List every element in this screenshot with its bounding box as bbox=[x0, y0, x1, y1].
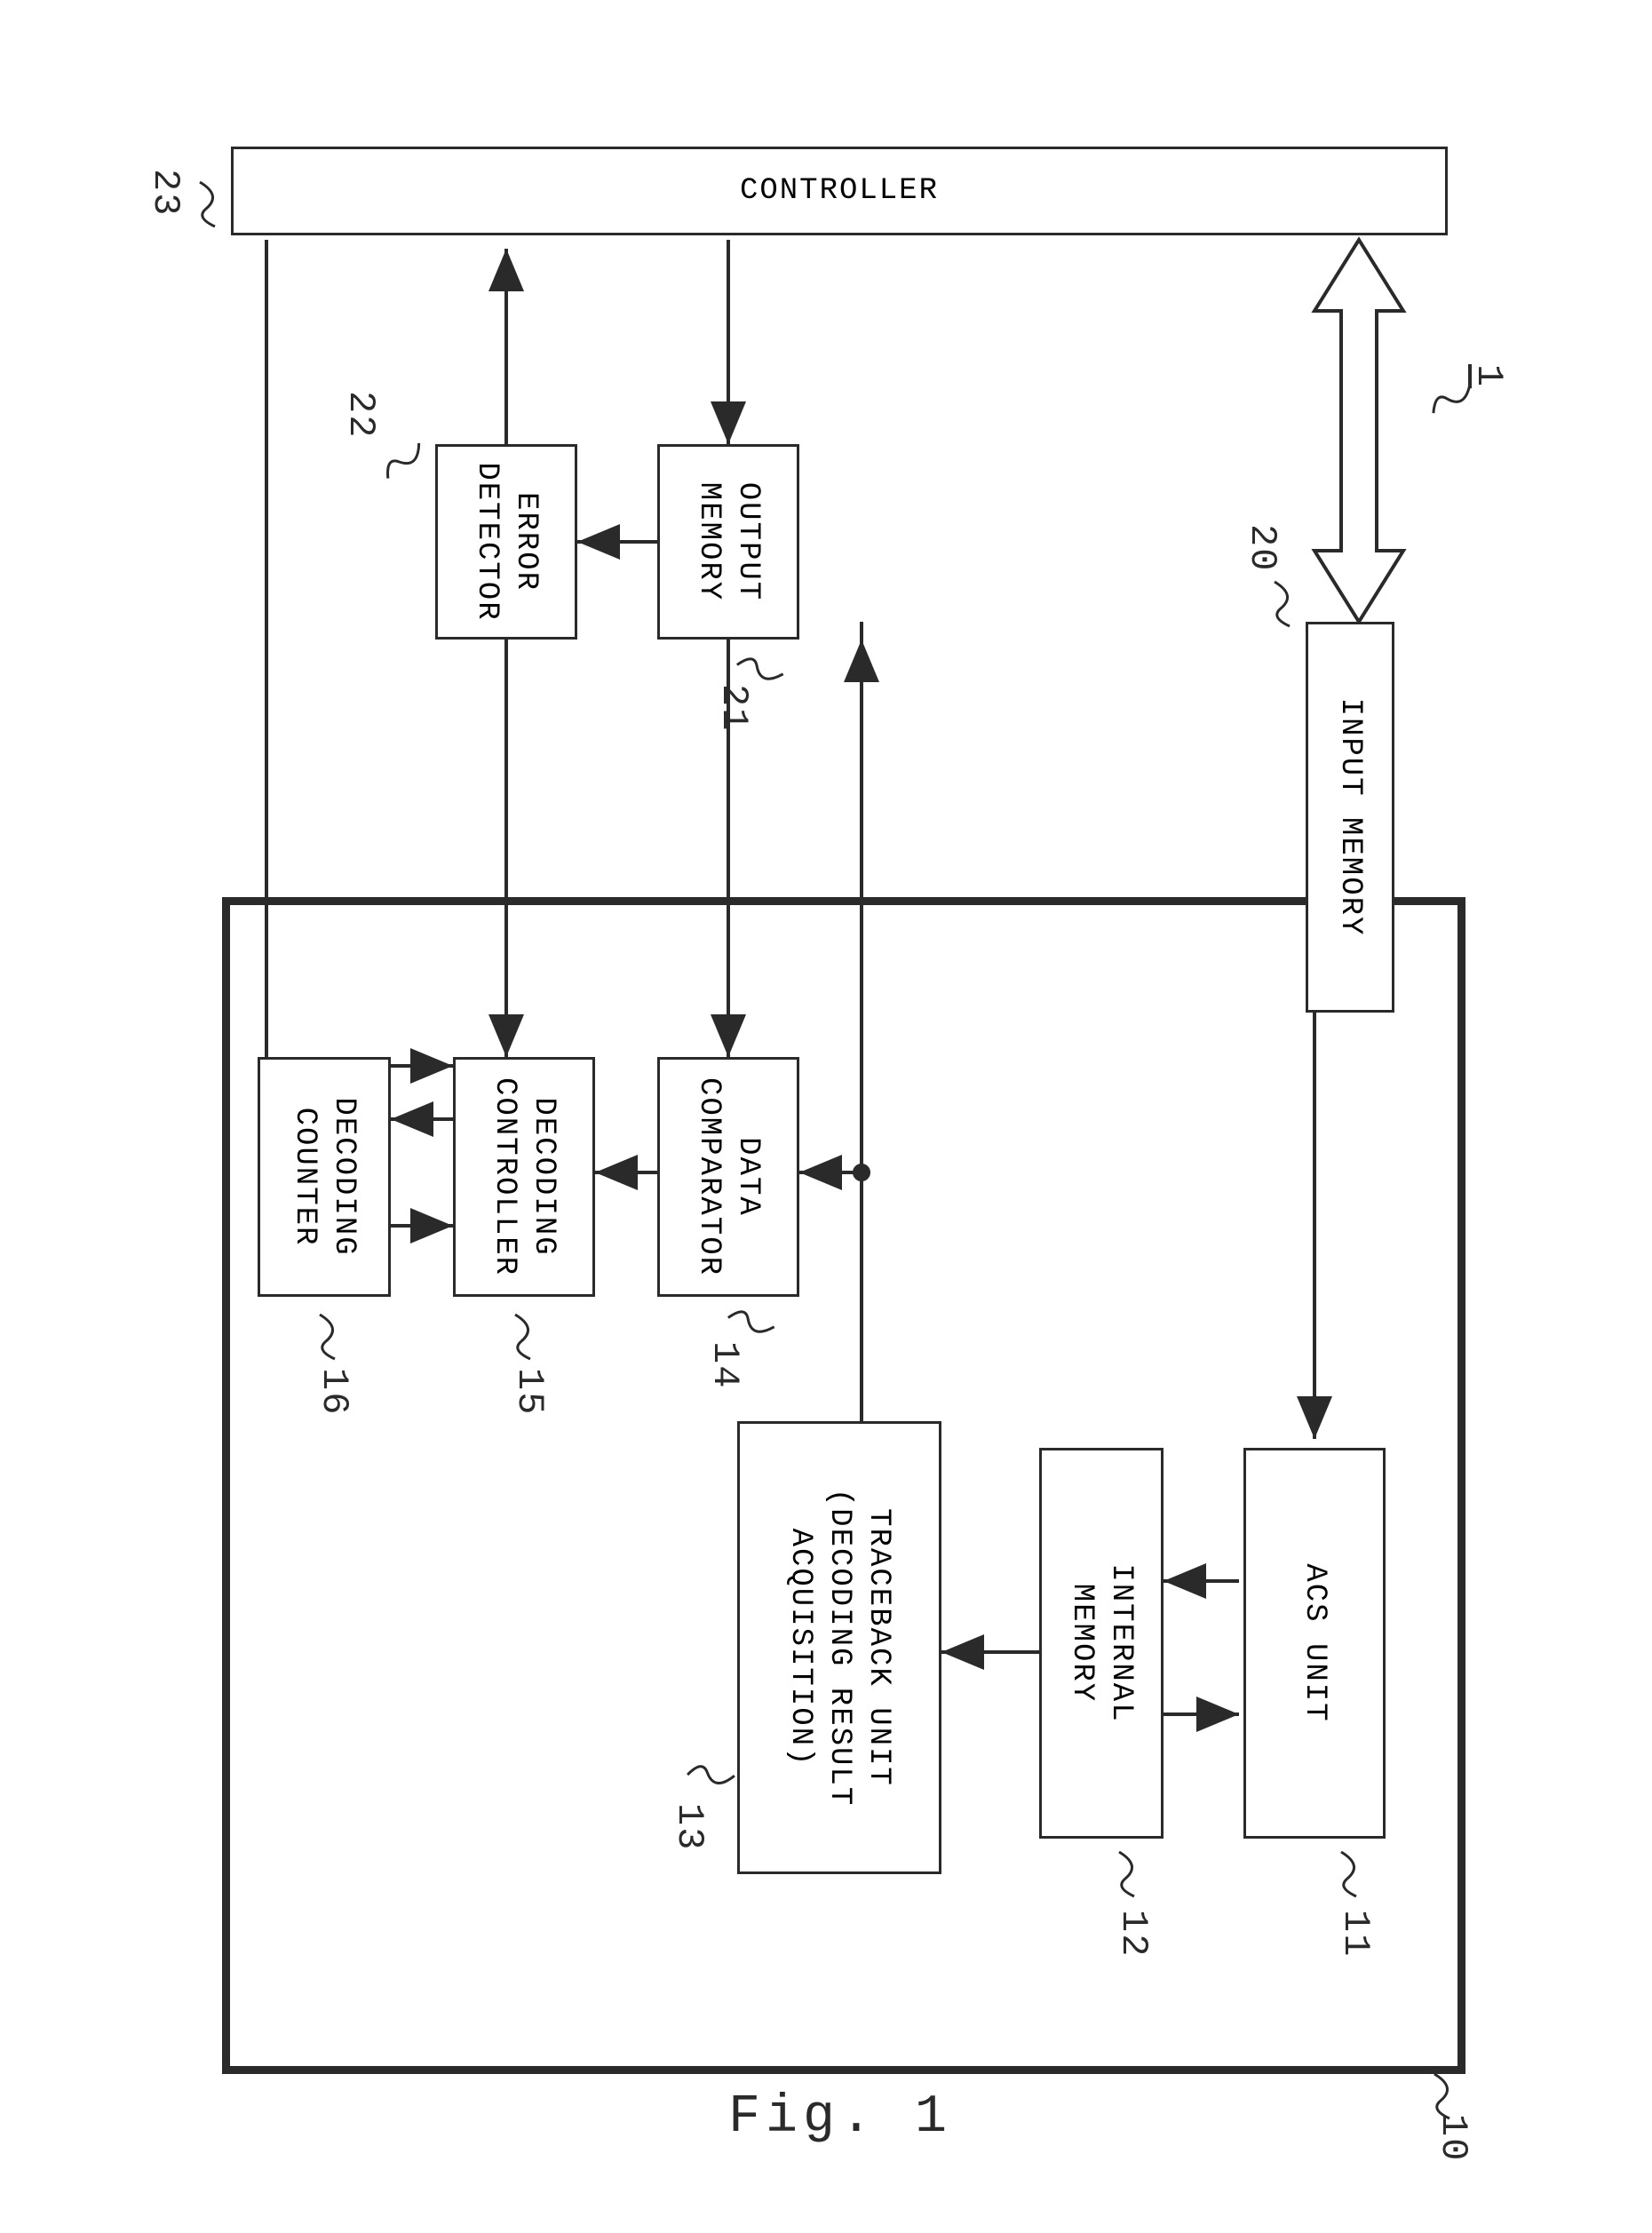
traceback-block: TRACEBACK UNIT (DECODING RESULT ACQUISIT… bbox=[737, 1421, 941, 1874]
data-comparator-label: DATA COMPARATOR bbox=[689, 1077, 767, 1276]
ref-21: 21 bbox=[712, 684, 755, 732]
internal-memory-block: INTERNAL MEMORY bbox=[1039, 1448, 1164, 1839]
input-memory-label: INPUT MEMORY bbox=[1330, 698, 1370, 937]
controller-label: CONTROLLER bbox=[740, 171, 939, 211]
error-detector-label: ERROR DETECTOR bbox=[467, 462, 545, 621]
ref-14: 14 bbox=[703, 1341, 746, 1389]
output-memory-label: OUTPUT MEMORY bbox=[689, 482, 767, 601]
ref-13: 13 bbox=[668, 1803, 711, 1851]
figure-label: Fig. 1 bbox=[728, 2087, 952, 2148]
data-comparator-block: DATA COMPARATOR bbox=[657, 1057, 799, 1297]
decoding-controller-label: DECODING CONTROLLER bbox=[485, 1077, 563, 1276]
decoding-controller-block: DECODING CONTROLLER bbox=[453, 1057, 595, 1297]
error-detector-block: ERROR DETECTOR bbox=[435, 444, 577, 640]
squiggle-11 bbox=[1337, 1848, 1363, 1901]
squiggle-12 bbox=[1115, 1848, 1141, 1901]
ref-16: 16 bbox=[313, 1368, 355, 1416]
squiggle-16 bbox=[315, 1310, 342, 1363]
squiggle-10 bbox=[1430, 2070, 1457, 2123]
acs-label: ACS UNIT bbox=[1295, 1563, 1334, 1722]
ref-11: 11 bbox=[1334, 1910, 1377, 1958]
input-memory-block: INPUT MEMORY bbox=[1306, 622, 1394, 1013]
controller-block: CONTROLLER bbox=[231, 147, 1448, 235]
squiggle-15 bbox=[511, 1310, 537, 1363]
ref-22: 22 bbox=[339, 391, 382, 439]
block-diagram: CONTROLLER 23 1 INPUT MEMORY 20 10 ACS U… bbox=[0, 400, 1652, 1785]
acs-block: ACS UNIT bbox=[1243, 1448, 1386, 1839]
internal-memory-label: INTERNAL MEMORY bbox=[1062, 1563, 1140, 1722]
ref-15: 15 bbox=[508, 1368, 551, 1416]
ref-23: 23 bbox=[144, 169, 187, 217]
squiggle-23 bbox=[195, 178, 222, 231]
squiggle-20 bbox=[1270, 577, 1297, 631]
traceback-label: TRACEBACK UNIT (DECODING RESULT ACQUISIT… bbox=[781, 1489, 899, 1807]
decoding-counter-label: DECODING COUNTER bbox=[285, 1097, 363, 1256]
decoding-counter-block: DECODING COUNTER bbox=[258, 1057, 391, 1297]
ref-12: 12 bbox=[1112, 1910, 1155, 1958]
ref-20: 20 bbox=[1241, 524, 1283, 572]
output-memory-block: OUTPUT MEMORY bbox=[657, 444, 799, 640]
